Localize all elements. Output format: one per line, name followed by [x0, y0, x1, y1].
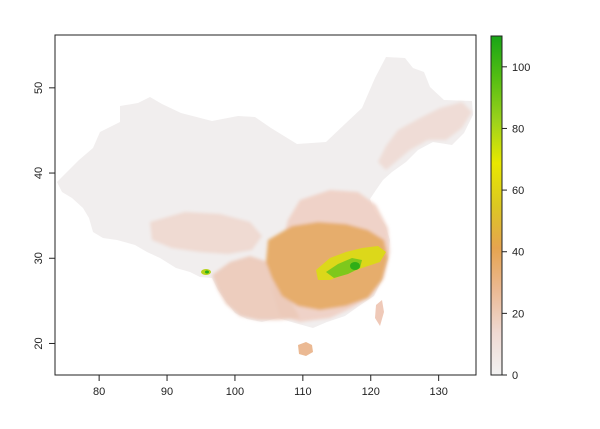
region-northeast — [378, 102, 472, 170]
y-tick-label: 50 — [33, 82, 45, 94]
region-hainan — [298, 342, 313, 356]
x-axis: 80 90 100 110 120 130 — [93, 374, 448, 398]
colorbar-tick-label: 100 — [512, 62, 530, 74]
region-southwest — [150, 212, 262, 254]
y-tick-label: 40 — [33, 167, 45, 179]
colorbar: 0 20 40 60 80 100 — [490, 35, 530, 382]
region-south — [212, 256, 300, 320]
x-tick-label: 90 — [161, 386, 173, 398]
colorbar-border — [490, 35, 503, 376]
x-tick-label: 130 — [429, 386, 447, 398]
colorbar-tick-label: 60 — [512, 185, 524, 197]
y-axis: 20 30 40 50 — [33, 82, 56, 350]
x-tick-label: 110 — [294, 386, 312, 398]
colorbar-tick-label: 20 — [512, 308, 524, 320]
colorbar-fill — [491, 36, 502, 375]
x-tick-label: 120 — [362, 386, 380, 398]
colorbar-tick-label: 40 — [512, 247, 524, 259]
map-regions — [57, 57, 473, 356]
x-tick-label: 80 — [93, 386, 105, 398]
y-tick-label: 20 — [33, 337, 45, 349]
colorbar-tick-label: 0 — [512, 370, 518, 382]
region-taiwan — [375, 300, 384, 326]
region-hotspot-yunnan-core — [205, 270, 209, 274]
y-tick-label: 30 — [33, 252, 45, 264]
colorbar-tick-label: 80 — [512, 123, 524, 135]
region-hotspot-core-dot — [350, 262, 360, 270]
x-tick-label: 100 — [226, 386, 244, 398]
